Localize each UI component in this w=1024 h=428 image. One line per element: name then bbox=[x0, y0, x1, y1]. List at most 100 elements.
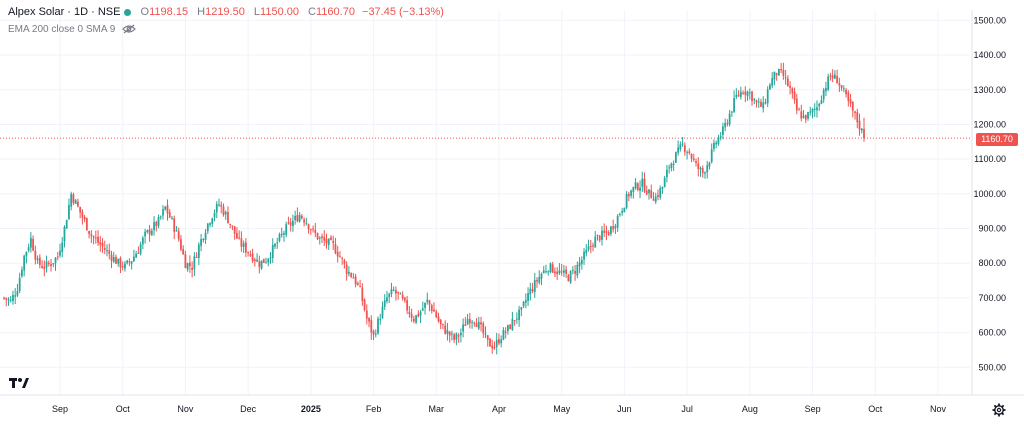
settings-gear-icon[interactable] bbox=[992, 403, 1006, 417]
candle bbox=[36, 255, 39, 264]
candle bbox=[336, 245, 339, 263]
candle-body bbox=[471, 321, 473, 323]
candle bbox=[451, 330, 453, 341]
candle bbox=[587, 239, 590, 252]
candle-body bbox=[708, 162, 711, 167]
eye-hidden-icon[interactable] bbox=[122, 24, 136, 34]
candle-body bbox=[670, 163, 673, 168]
candle-body bbox=[236, 232, 238, 239]
candle bbox=[269, 251, 272, 264]
candle bbox=[851, 101, 854, 118]
candle bbox=[110, 250, 113, 269]
candle bbox=[448, 330, 451, 343]
candle-body bbox=[800, 111, 803, 119]
candle-body bbox=[717, 137, 720, 144]
candle bbox=[565, 265, 568, 278]
candle bbox=[842, 85, 845, 93]
candle bbox=[271, 238, 274, 264]
tradingview-logo-icon[interactable] bbox=[9, 375, 29, 391]
symbol-title[interactable]: Alpex Solar · 1D · NSE bbox=[8, 6, 121, 18]
candle bbox=[213, 209, 216, 222]
candle bbox=[603, 223, 606, 237]
candle-body bbox=[370, 320, 373, 333]
candle bbox=[520, 306, 523, 317]
candle-body bbox=[177, 231, 180, 240]
price-tick-label: 800.00 bbox=[978, 258, 1006, 268]
candle-body bbox=[493, 347, 496, 349]
candle bbox=[215, 201, 218, 219]
candle-body bbox=[652, 199, 655, 201]
candle bbox=[621, 207, 624, 216]
candle bbox=[112, 251, 115, 264]
time-tick-label: Oct bbox=[116, 404, 131, 414]
candle bbox=[103, 240, 106, 255]
candle-body bbox=[5, 297, 8, 300]
candle-body bbox=[775, 73, 778, 75]
candle bbox=[562, 265, 565, 278]
candle bbox=[453, 332, 456, 344]
candle bbox=[377, 316, 379, 335]
candle-body bbox=[117, 258, 120, 264]
candle bbox=[159, 215, 162, 220]
candle bbox=[220, 201, 223, 214]
candle bbox=[854, 110, 856, 120]
candle-body bbox=[244, 242, 247, 253]
candle-body bbox=[439, 319, 442, 325]
candle bbox=[289, 218, 292, 232]
candle-body bbox=[318, 237, 321, 239]
candle-body bbox=[303, 219, 306, 223]
indicator-legend[interactable]: EMA 200 close 0 SMA 9 bbox=[8, 24, 136, 35]
candle-body bbox=[171, 217, 173, 219]
candle-body bbox=[29, 237, 32, 248]
candle bbox=[766, 86, 769, 108]
candle bbox=[598, 234, 601, 243]
candle-body bbox=[77, 201, 79, 207]
candle bbox=[822, 87, 825, 103]
candle-body bbox=[3, 297, 5, 299]
candle bbox=[141, 236, 144, 250]
candle-body bbox=[531, 289, 534, 292]
candle bbox=[524, 293, 527, 309]
candle bbox=[94, 230, 97, 244]
candle-body bbox=[81, 211, 84, 218]
candle bbox=[513, 320, 516, 326]
candle bbox=[334, 237, 337, 255]
candle-body bbox=[41, 265, 43, 268]
candle-body bbox=[811, 108, 814, 113]
candle bbox=[780, 63, 783, 74]
candle-body bbox=[144, 231, 146, 237]
candle bbox=[849, 93, 852, 108]
candle-body bbox=[661, 187, 664, 189]
candle bbox=[733, 90, 736, 114]
candle-body bbox=[323, 237, 326, 241]
candle bbox=[690, 153, 693, 163]
candle bbox=[77, 198, 79, 208]
candle bbox=[442, 323, 444, 330]
candle-body bbox=[791, 88, 794, 94]
candle bbox=[262, 258, 265, 264]
candle bbox=[610, 225, 612, 237]
candle-body bbox=[777, 69, 780, 76]
candle-body bbox=[704, 172, 706, 174]
candle bbox=[645, 185, 648, 196]
candle bbox=[504, 327, 507, 339]
candle-body bbox=[182, 248, 185, 255]
candle-body bbox=[755, 100, 758, 103]
time-axis: Sep Oct Nov Dec 2025 Feb Mar Apr May Jun Jul Aug Sep… bbox=[52, 404, 947, 414]
candle bbox=[515, 312, 518, 324]
candle-body bbox=[224, 211, 227, 215]
candle-body bbox=[433, 309, 435, 312]
candle-body bbox=[260, 260, 263, 269]
candle bbox=[833, 70, 836, 80]
candle-body bbox=[592, 245, 594, 247]
candle-body bbox=[739, 91, 742, 98]
candle bbox=[296, 207, 299, 223]
candle-body bbox=[186, 263, 189, 270]
candle bbox=[247, 251, 250, 257]
candle-body bbox=[218, 204, 220, 206]
candle bbox=[265, 257, 267, 264]
candle bbox=[155, 220, 158, 232]
candle bbox=[477, 316, 480, 331]
candle-body bbox=[666, 169, 668, 178]
